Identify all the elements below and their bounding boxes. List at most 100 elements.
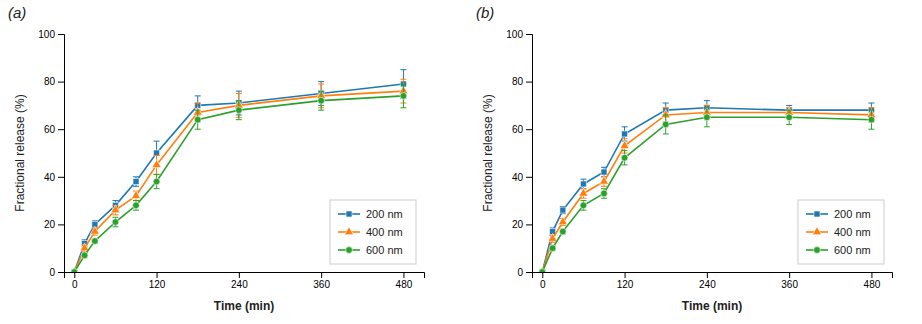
y-tick: 0: [517, 267, 532, 278]
point: [622, 131, 628, 137]
x-axis: 0 120 240 360 480: [533, 272, 893, 290]
legend: 200 nm 400 nm 600 nm: [798, 200, 884, 264]
legend-label: 600 nm: [834, 244, 871, 256]
point: [579, 188, 588, 196]
point: [91, 238, 98, 245]
point: [786, 114, 793, 121]
y-tick: 80: [512, 76, 532, 87]
error-bar: [663, 115, 669, 134]
y-tick-label: 40: [44, 172, 56, 183]
y-tick-label: 80: [44, 76, 56, 87]
legend-item: 400 nm: [806, 226, 871, 238]
x-tick-mark: [239, 272, 240, 278]
y-tick-mark: [526, 82, 532, 83]
x-axis-title: Time (min): [682, 299, 742, 313]
point: [621, 154, 628, 161]
legend-label: 200 nm: [366, 208, 403, 220]
legend-swatch-marker: [812, 227, 821, 235]
y-tick-label: 0: [49, 267, 55, 278]
y-tick: 80: [44, 76, 64, 87]
x-tick: 0: [540, 272, 546, 290]
x-tick-label: 240: [699, 279, 716, 290]
point: [601, 190, 608, 197]
x-tick-mark: [789, 272, 790, 278]
panel-label: (a): [8, 4, 26, 21]
legend-swatch-marker: [814, 211, 820, 217]
point: [235, 107, 242, 114]
x-tick: 0: [72, 272, 78, 290]
x-tick-mark: [707, 272, 708, 278]
x-tick-label: 360: [313, 279, 330, 290]
x-tick-label: 0: [72, 279, 78, 290]
x-tick-mark: [403, 272, 404, 278]
error-bar: [580, 179, 586, 189]
y-tick-mark: [526, 177, 532, 178]
point: [599, 176, 608, 184]
y-tick-label: 20: [512, 219, 524, 230]
legend-item: 600 nm: [338, 244, 403, 256]
error-bar: [195, 110, 201, 129]
legend-label: 600 nm: [366, 244, 403, 256]
y-tick-mark: [526, 224, 532, 225]
x-tick-label: 0: [540, 279, 546, 290]
point: [559, 228, 566, 235]
point: [81, 252, 88, 259]
legend-item: 400 nm: [338, 226, 403, 238]
legend-swatch-marker: [346, 247, 353, 254]
error-bar: [112, 217, 118, 227]
y-tick: 100: [38, 29, 64, 40]
y-tick: 0: [49, 267, 64, 278]
x-tick-mark: [625, 272, 626, 278]
point: [133, 202, 140, 209]
point: [133, 179, 139, 185]
error-bar: [318, 91, 324, 110]
point: [194, 116, 201, 123]
error-bar: [868, 110, 874, 129]
x-tick-label: 120: [149, 279, 166, 290]
x-tick-mark: [157, 272, 158, 278]
point: [580, 202, 587, 209]
x-tick-mark: [542, 272, 543, 278]
legend-label: 200 nm: [834, 208, 871, 220]
y-axis: 020406080100: [506, 29, 532, 278]
y-tick-label: 60: [44, 124, 56, 135]
error-bar: [560, 207, 566, 214]
point: [662, 121, 669, 128]
x-axis-line: [65, 273, 425, 279]
error-bar: [622, 151, 628, 165]
error-bar: [236, 101, 242, 120]
panel-label: (b): [476, 4, 494, 21]
chart-canvas: (a) 0 120 240 360 480 0 20 40 60 80 100 Time (min) Fr…: [0, 0, 922, 324]
y-tick-label: 100: [38, 29, 55, 40]
y-tick: 20: [44, 219, 64, 230]
point: [549, 245, 556, 252]
error-bar: [133, 201, 139, 211]
legend: 200 nm 400 nm 600 nm: [330, 200, 416, 264]
y-tick-label: 100: [506, 29, 523, 40]
panel: 0120240360480020406080100Time (min)Fract…: [481, 29, 893, 313]
y-axis-title: Fractional release (%): [481, 94, 495, 211]
point: [548, 233, 557, 241]
y-axis-line: [58, 35, 65, 273]
point: [558, 217, 567, 225]
x-tick-label: 480: [864, 279, 881, 290]
point: [111, 205, 120, 213]
y-tick: 40: [44, 172, 64, 183]
y-tick: 100: [506, 29, 532, 40]
x-tick: 360: [781, 272, 798, 290]
error-bar: [786, 110, 792, 124]
error-bar: [154, 174, 160, 188]
y-tick-mark: [526, 272, 532, 273]
x-tick: 240: [231, 272, 248, 290]
point: [601, 169, 607, 175]
y-tick-mark: [58, 272, 64, 273]
x-tick-mark: [74, 272, 75, 278]
point: [71, 269, 77, 272]
point: [580, 181, 586, 187]
y-tick-label: 20: [44, 219, 56, 230]
point: [868, 116, 875, 123]
error-bar: [601, 167, 607, 177]
point: [90, 226, 99, 234]
x-tick-label: 120: [617, 279, 634, 290]
x-axis: 0120240360480: [65, 272, 425, 290]
